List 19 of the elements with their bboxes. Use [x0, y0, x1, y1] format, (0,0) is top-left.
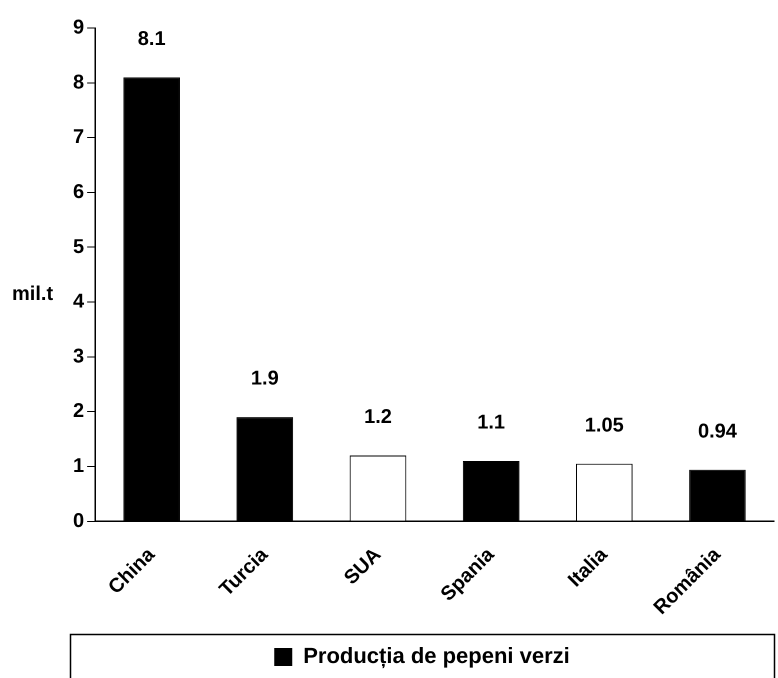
- y-tick-label: 9: [73, 16, 84, 39]
- data-label: 1.9: [250, 368, 279, 390]
- data-label: 0.94: [698, 420, 738, 442]
- data-label: 1.05: [584, 414, 624, 436]
- y-tick-label: 0: [73, 510, 84, 532]
- data-label: 8.1: [138, 28, 166, 50]
- y-tick-label: 6: [73, 180, 84, 203]
- y-tick-label: 4: [73, 290, 85, 313]
- legend-label: Producția de pepeni verzi: [303, 643, 570, 670]
- y-tick-label: 8: [73, 71, 84, 94]
- y-axis-title: mil.t: [12, 283, 54, 306]
- data-label: 1.1: [477, 412, 506, 434]
- y-tick-label: 5: [73, 236, 84, 258]
- y-tick-label: 3: [73, 345, 84, 368]
- y-tick-label: 7: [73, 126, 84, 148]
- y-tick-label: 1: [73, 455, 84, 478]
- x-tick-label: SUA: [340, 544, 386, 590]
- y-tick-label: 2: [73, 400, 84, 422]
- data-label: 1.2: [364, 406, 392, 428]
